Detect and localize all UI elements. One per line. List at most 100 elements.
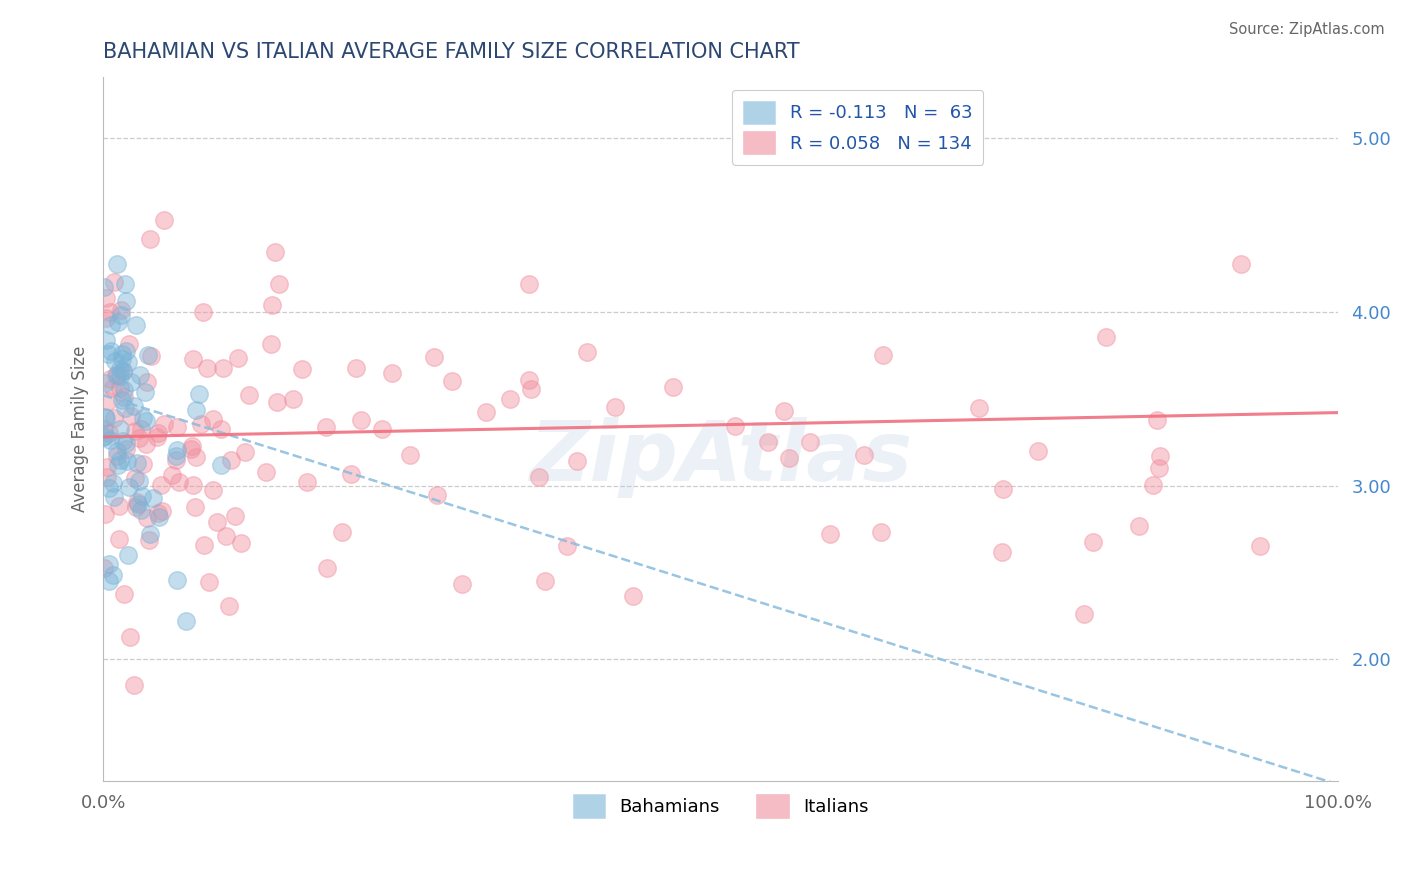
Point	[146, 425, 169, 440]
Point	[441, 374, 464, 388]
Point	[124, 678, 146, 692]
Point	[773, 404, 796, 418]
Point	[139, 232, 162, 246]
Point	[181, 478, 204, 492]
Point	[188, 387, 211, 401]
Point	[112, 587, 135, 601]
Point	[756, 434, 779, 449]
Point	[381, 366, 404, 380]
Point	[184, 403, 207, 417]
Point	[136, 511, 159, 525]
Point	[150, 504, 173, 518]
Point	[1249, 539, 1271, 553]
Point	[183, 500, 205, 515]
Point	[166, 442, 188, 457]
Point	[93, 422, 115, 436]
Point	[160, 467, 183, 482]
Point	[136, 348, 159, 362]
Point	[96, 291, 118, 305]
Point	[107, 458, 129, 472]
Point	[315, 561, 337, 575]
Point	[115, 442, 138, 457]
Point	[423, 350, 446, 364]
Point	[517, 277, 540, 291]
Point	[111, 364, 134, 378]
Point	[120, 409, 142, 423]
Point	[110, 308, 132, 322]
Point	[167, 475, 190, 490]
Point	[139, 527, 162, 541]
Point	[153, 212, 176, 227]
Point	[110, 369, 132, 384]
Point	[115, 454, 138, 468]
Point	[1230, 256, 1253, 270]
Point	[166, 419, 188, 434]
Point	[111, 347, 134, 361]
Point	[991, 544, 1014, 558]
Point	[117, 548, 139, 562]
Point	[283, 392, 305, 406]
Point	[125, 495, 148, 509]
Point	[139, 350, 162, 364]
Point	[129, 502, 152, 516]
Point	[127, 497, 149, 511]
Point	[254, 465, 277, 479]
Point	[132, 457, 155, 471]
Point	[146, 506, 169, 520]
Point	[202, 483, 225, 498]
Point	[97, 393, 120, 408]
Point	[100, 372, 122, 386]
Point	[967, 401, 990, 415]
Point	[233, 445, 256, 459]
Point	[190, 417, 212, 431]
Point	[852, 449, 875, 463]
Point	[1026, 444, 1049, 458]
Point	[152, 417, 174, 431]
Point	[226, 351, 249, 365]
Point	[142, 491, 165, 506]
Point	[565, 454, 588, 468]
Point	[193, 538, 215, 552]
Point	[138, 533, 160, 547]
Point	[576, 345, 599, 359]
Point	[191, 304, 214, 318]
Point	[100, 344, 122, 359]
Point	[165, 453, 187, 467]
Point	[118, 336, 141, 351]
Point	[202, 412, 225, 426]
Point	[115, 436, 138, 450]
Point	[621, 589, 644, 603]
Point	[181, 352, 204, 367]
Point	[218, 599, 240, 614]
Point	[107, 449, 129, 463]
Point	[209, 458, 232, 473]
Point	[101, 381, 124, 395]
Point	[98, 426, 121, 441]
Point	[118, 480, 141, 494]
Point	[150, 478, 173, 492]
Text: ZipAtlas: ZipAtlas	[529, 417, 912, 498]
Point	[399, 448, 422, 462]
Point	[115, 294, 138, 309]
Point	[98, 305, 121, 319]
Point	[1149, 449, 1171, 463]
Point	[114, 401, 136, 416]
Point	[125, 500, 148, 515]
Point	[724, 418, 747, 433]
Point	[135, 437, 157, 451]
Point	[450, 577, 472, 591]
Point	[112, 383, 135, 397]
Point	[112, 390, 135, 404]
Point	[195, 360, 218, 375]
Point	[209, 422, 232, 436]
Point	[108, 499, 131, 513]
Point	[197, 575, 219, 590]
Point	[134, 384, 156, 399]
Point	[315, 420, 337, 434]
Point	[94, 376, 117, 390]
Point	[129, 368, 152, 383]
Point	[98, 574, 121, 589]
Point	[475, 405, 498, 419]
Point	[662, 380, 685, 394]
Point	[799, 434, 821, 449]
